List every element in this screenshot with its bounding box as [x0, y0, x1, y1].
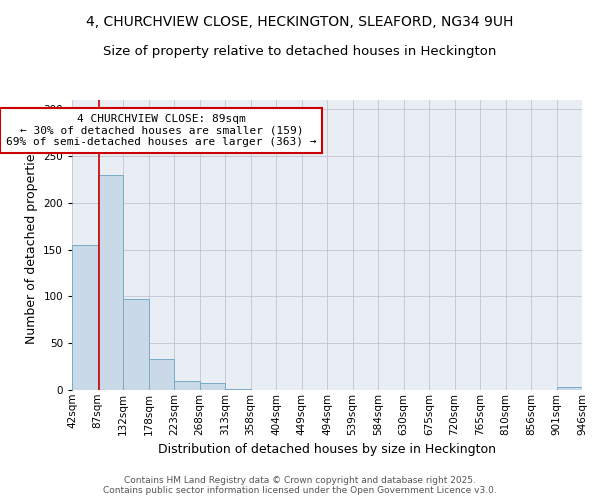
Bar: [199, 384, 225, 390]
X-axis label: Distribution of detached houses by size in Heckington: Distribution of detached houses by size …: [158, 443, 496, 456]
Text: Contains HM Land Registry data © Crown copyright and database right 2025.
Contai: Contains HM Land Registry data © Crown c…: [103, 476, 497, 495]
Text: 4 CHURCHVIEW CLOSE: 89sqm
← 30% of detached houses are smaller (159)
69% of semi: 4 CHURCHVIEW CLOSE: 89sqm ← 30% of detac…: [6, 114, 317, 147]
Bar: [97, 175, 123, 390]
Bar: [123, 300, 149, 390]
Bar: [557, 387, 582, 390]
Text: Size of property relative to detached houses in Heckington: Size of property relative to detached ho…: [103, 45, 497, 58]
Bar: [149, 359, 174, 390]
Y-axis label: Number of detached properties: Number of detached properties: [25, 146, 38, 344]
Bar: [72, 245, 97, 390]
Bar: [174, 380, 199, 390]
Text: 4, CHURCHVIEW CLOSE, HECKINGTON, SLEAFORD, NG34 9UH: 4, CHURCHVIEW CLOSE, HECKINGTON, SLEAFOR…: [86, 15, 514, 29]
Bar: [225, 389, 251, 390]
